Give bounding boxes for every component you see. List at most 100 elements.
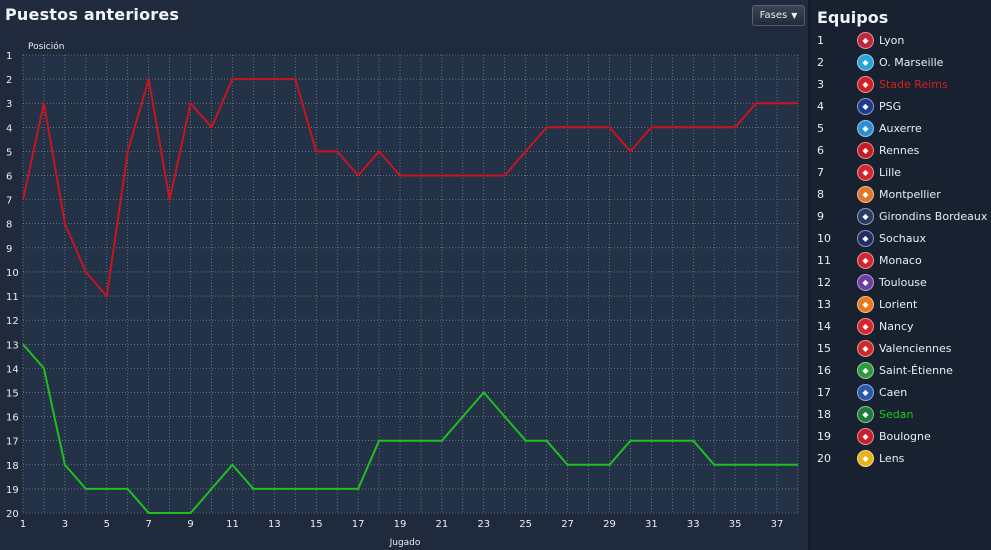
team-row[interactable]: 17 ◆ Caen — [810, 381, 991, 403]
x-tick-label: 29 — [603, 519, 616, 530]
team-position: 18 — [817, 407, 831, 421]
team-position: 2 — [817, 55, 824, 69]
team-row[interactable]: 15 ◆ Valenciennes — [810, 337, 991, 359]
panel-divider — [808, 0, 810, 550]
team-row[interactable]: 4 ◆ PSG — [810, 95, 991, 117]
sochaux-crest-icon: ◆ — [857, 229, 874, 247]
team-row[interactable]: 6 ◆ Rennes — [810, 139, 991, 161]
x-tick-label: 33 — [687, 519, 700, 530]
team-list: 1 ◆ Lyon 2 ◆ O. Marseille 3 ◆ Stade Reims 4 ◆ PSG 5 ◆… — [810, 29, 991, 469]
team-row[interactable]: 19 ◆ Boulogne — [810, 425, 991, 447]
y-tick-label: 20 — [6, 509, 19, 520]
teams-sidebar: Equipos 1 ◆ Lyon 2 ◆ O. Marseille 3 ◆ Stade Reim… — [810, 0, 991, 550]
x-tick-label: 23 — [477, 519, 490, 530]
x-tick-label: 11 — [226, 519, 239, 530]
team-row[interactable]: 13 ◆ Lorient — [810, 293, 991, 315]
lens-crest-icon: ◆ — [857, 449, 874, 467]
team-position: 15 — [817, 341, 831, 355]
x-tick-label: 15 — [310, 519, 323, 530]
y-tick-label: 10 — [6, 268, 19, 279]
team-row[interactable]: 2 ◆ O. Marseille — [810, 51, 991, 73]
y-tick-label: 5 — [6, 147, 12, 158]
team-position: 6 — [817, 143, 824, 157]
team-row[interactable]: 20 ◆ Lens — [810, 447, 991, 469]
team-name: Stade Reims — [879, 77, 948, 91]
team-row[interactable]: 18 ◆ Sedan — [810, 403, 991, 425]
y-tick-label: 16 — [6, 413, 19, 424]
page-title: Puestos anteriores — [5, 5, 180, 24]
team-row[interactable]: 10 ◆ Sochaux — [810, 227, 991, 249]
x-axis-title: Jugado — [389, 538, 421, 548]
y-tick-label: 17 — [6, 437, 19, 448]
x-tick-label: 31 — [645, 519, 658, 530]
y-tick-label: 1 — [6, 51, 12, 62]
y-tick-label: 11 — [6, 292, 19, 303]
team-name: Sedan — [879, 407, 914, 421]
psg-crest-icon: ◆ — [857, 97, 874, 115]
team-name: O. Marseille — [879, 55, 944, 69]
team-row[interactable]: 5 ◆ Auxerre — [810, 117, 991, 139]
boulogne-crest-icon: ◆ — [857, 427, 874, 445]
team-position: 19 — [817, 429, 831, 443]
rennes-crest-icon: ◆ — [857, 141, 874, 159]
team-position: 11 — [817, 253, 831, 267]
team-name: Caen — [879, 385, 908, 399]
team-name: Lille — [879, 165, 902, 179]
team-row[interactable]: 7 ◆ Lille — [810, 161, 991, 183]
team-name: Auxerre — [879, 121, 922, 135]
team-name: Toulouse — [879, 275, 927, 289]
team-position: 5 — [817, 121, 824, 135]
team-row[interactable]: 1 ◆ Lyon — [810, 29, 991, 51]
y-tick-label: 2 — [6, 75, 12, 86]
y-tick-label: 15 — [6, 388, 19, 399]
team-name: Girondins Bordeaux — [879, 209, 988, 223]
saint-etienne-crest-icon: ◆ — [857, 361, 874, 379]
x-tick-label: 13 — [268, 519, 281, 530]
team-position: 10 — [817, 231, 831, 245]
teams-title: Equipos — [817, 8, 889, 27]
x-tick-label: 35 — [729, 519, 742, 530]
team-position: 8 — [817, 187, 824, 201]
caen-crest-icon: ◆ — [857, 383, 874, 401]
plot-area — [23, 55, 799, 513]
team-row[interactable]: 8 ◆ Montpellier — [810, 183, 991, 205]
team-name: Lyon — [879, 33, 905, 47]
x-tick-label: 1 — [20, 519, 26, 530]
team-row[interactable]: 9 ◆ Girondins Bordeaux — [810, 205, 991, 227]
chart-series — [22, 78, 798, 514]
history-panel: Puestos anteriores Fases ▼ 1 2 3 4 5 6 7 8 9 10 11… — [5, 5, 805, 548]
monaco-crest-icon: ◆ — [857, 251, 874, 269]
team-position: 14 — [817, 319, 831, 333]
x-tick-label: 37 — [771, 519, 784, 530]
lyon-crest-icon: ◆ — [857, 31, 874, 49]
fases-dropdown-button[interactable]: Fases ▼ — [752, 5, 805, 26]
montpellier-crest-icon: ◆ — [857, 185, 874, 203]
marseille-crest-icon: ◆ — [857, 53, 874, 71]
nancy-crest-icon: ◆ — [857, 317, 874, 335]
team-row[interactable]: 16 ◆ Saint-Étienne — [810, 359, 991, 381]
team-name: Rennes — [879, 143, 920, 157]
x-tick-label: 7 — [145, 519, 151, 530]
team-position: 12 — [817, 275, 831, 289]
y-tick-label: 19 — [6, 485, 19, 496]
team-name: Valenciennes — [879, 341, 952, 355]
y-tick-label: 9 — [6, 244, 12, 255]
sedan-crest-icon: ◆ — [857, 405, 874, 423]
team-row[interactable]: 3 ◆ Stade Reims — [810, 73, 991, 95]
x-tick-label: 5 — [104, 519, 110, 530]
team-row[interactable]: 11 ◆ Monaco — [810, 249, 991, 271]
team-position: 13 — [817, 297, 831, 311]
team-name: Lorient — [879, 297, 918, 311]
team-row[interactable]: 12 ◆ Toulouse — [810, 271, 991, 293]
series-line-sedan — [22, 343, 798, 514]
y-tick-label: 8 — [6, 220, 12, 231]
reims-crest-icon: ◆ — [857, 75, 874, 93]
team-name: Boulogne — [879, 429, 931, 443]
team-name: Nancy — [879, 319, 914, 333]
x-tick-label: 27 — [561, 519, 574, 530]
team-name: Sochaux — [879, 231, 926, 245]
team-row[interactable]: 14 ◆ Nancy — [810, 315, 991, 337]
team-position: 1 — [817, 33, 824, 47]
